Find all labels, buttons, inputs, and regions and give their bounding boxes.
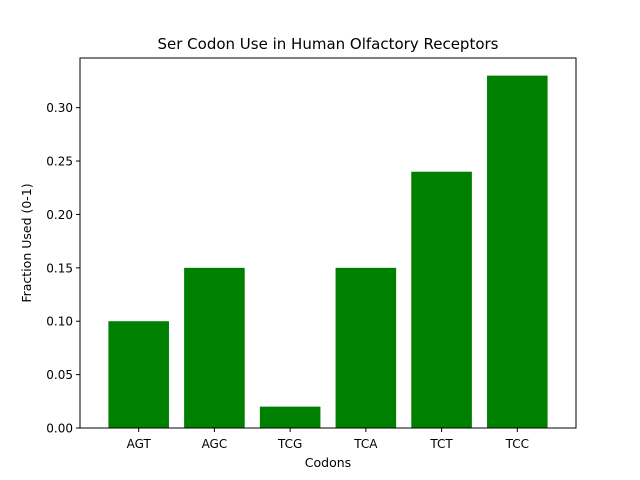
bar-agt xyxy=(108,321,169,428)
x-tick-label-agc: AGC xyxy=(202,437,228,451)
y-tick-label: 0.10 xyxy=(46,315,73,329)
x-axis: AGT AGC TCG TCA TCT TCC xyxy=(127,428,529,451)
bar-tcc xyxy=(487,75,548,429)
y-axis: 0.00 0.05 0.10 0.15 0.20 0.25 0.30 xyxy=(46,101,80,436)
x-tick-label-tcc: TCC xyxy=(505,437,529,451)
x-tick-label-agt: AGT xyxy=(127,437,152,451)
y-tick-label: 0.30 xyxy=(46,101,73,115)
bar-tct xyxy=(411,171,472,428)
x-axis-label: Codons xyxy=(305,455,351,470)
chart-title: Ser Codon Use in Human Olfactory Recepto… xyxy=(158,35,499,53)
bar-tcg xyxy=(259,406,321,428)
y-tick-label: 0.05 xyxy=(46,368,73,382)
y-tick-label: 0.00 xyxy=(46,422,73,436)
x-tick-label-tct: TCT xyxy=(429,437,453,451)
y-tick-label: 0.25 xyxy=(46,155,73,169)
y-tick-label: 0.15 xyxy=(46,261,73,275)
x-tick-label-tca: TCA xyxy=(353,437,378,451)
plot-frame xyxy=(79,57,577,429)
bar-tca xyxy=(335,267,397,428)
y-tick-label: 0.20 xyxy=(46,208,73,222)
bars-group xyxy=(108,75,548,429)
y-axis-label: Fraction Used (0-1) xyxy=(19,183,34,302)
bar-agc xyxy=(184,267,245,428)
x-tick-label-tcg: TCG xyxy=(277,437,302,451)
